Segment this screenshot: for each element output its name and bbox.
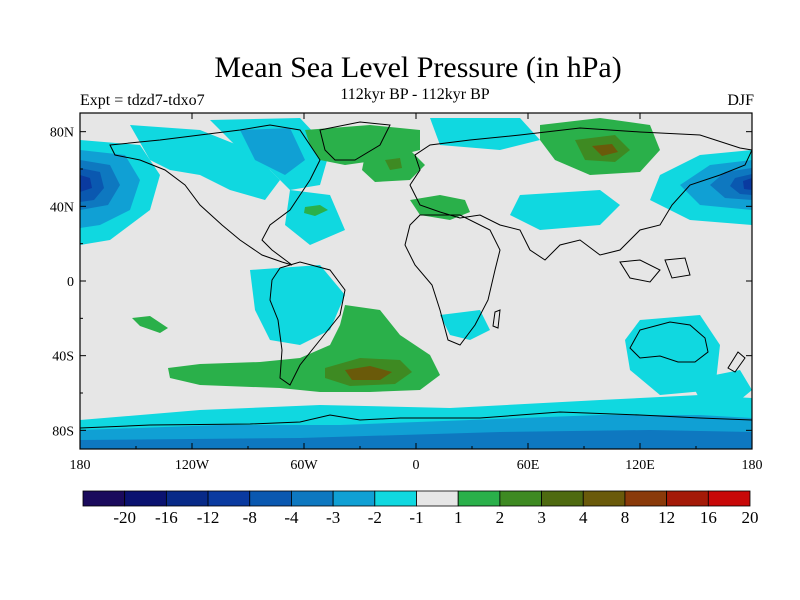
maritime-asia-outline (619, 257, 691, 283)
experiment-label: Expt = tdzd7-tdxo7 (80, 92, 205, 109)
indian-ocean-cyan (440, 310, 490, 340)
coastlines (80, 121, 752, 429)
colorbar-label: 4 (579, 508, 588, 527)
colorbar: -20 -16 -12 -8 -4 -3 -2 -1 1 2 3 4 8 12 16 20 (82, 490, 759, 527)
pacific-darkblue-west (80, 175, 92, 192)
north-atlantic-cyan (285, 190, 345, 245)
colorbar-swatch (707, 490, 751, 507)
colorbar-swatch (291, 490, 334, 507)
x-tick-label: 180 (70, 458, 91, 473)
map-area (80, 113, 752, 449)
south-pacific-green (132, 316, 168, 333)
colorbar-label: 20 (742, 508, 759, 527)
colorbar-swatch (82, 490, 126, 507)
y-tick-label: 0 (67, 275, 74, 290)
greenland-outline (319, 121, 391, 161)
colorbar-label: -3 (326, 508, 340, 527)
colorbar-swatch (624, 490, 668, 507)
y-axis: 80N 40N 0 40S 80S (50, 126, 752, 439)
colorbar-swatch (124, 490, 167, 507)
australia-cyan (625, 315, 720, 395)
australia-outline (629, 321, 709, 363)
colorbar-swatch (457, 490, 501, 507)
y-tick-label: 80N (50, 126, 74, 141)
canada-lightblue (240, 128, 305, 175)
colorbar-label: -8 (243, 508, 257, 527)
colorbar-label: 16 (700, 508, 717, 527)
map-title: Mean Sea Level Pressure (in hPa) (214, 51, 622, 84)
madagascar-outline (492, 309, 501, 329)
colorbar-label: -20 (113, 508, 136, 527)
africa-outline (404, 214, 501, 346)
siberia-brown (592, 144, 618, 156)
colorbar-swatch (207, 490, 251, 507)
colorbar-swatch (332, 490, 376, 507)
brown-regions (345, 144, 618, 380)
pacific-darkblue-east (743, 178, 752, 190)
x-tick-label: 120W (175, 458, 210, 473)
colorbar-label: 8 (621, 508, 630, 527)
colorbar-swatch (249, 490, 292, 507)
pacific-blue-west (80, 168, 104, 202)
colorbar-swatch (499, 490, 542, 507)
southern-midblue (80, 430, 752, 449)
colorbar-swatch (541, 490, 584, 507)
y-tick-label: 40S (52, 350, 74, 365)
colorbar-label: 3 (537, 508, 546, 527)
south-pacific-cyan (690, 370, 752, 400)
north-america-band (130, 125, 280, 200)
south-america-cyan (250, 265, 345, 345)
map-subtitle: 112kyr BP - 112kyr BP (340, 86, 490, 103)
colorbar-swatch (416, 490, 459, 507)
x-tick-label: 0 (413, 458, 420, 473)
eurasia-outline (409, 127, 752, 261)
colorbar-label: -2 (368, 508, 382, 527)
south-atlantic-brown (345, 366, 392, 380)
colorbar-label: 2 (496, 508, 505, 527)
colorbar-label: -12 (197, 508, 220, 527)
pacific-blue-east (730, 174, 752, 195)
x-tick-label: 120E (625, 458, 655, 473)
x-axis: 180 120W 60W 0 60E 120E 180 (70, 113, 763, 473)
colorbar-swatch (165, 490, 209, 507)
scandinavia-olive (385, 158, 402, 170)
y-tick-label: 40N (50, 200, 74, 215)
new-zealand-outline (727, 351, 746, 373)
colorbar-label: -1 (409, 508, 423, 527)
atlantic-small-green (304, 205, 328, 216)
colorbar-label: -4 (284, 508, 299, 527)
colorbar-label: 12 (658, 508, 675, 527)
blue-cores (80, 168, 752, 202)
antarctica-outline (80, 411, 752, 429)
mediterranean-green (410, 195, 470, 220)
north-america-outline (109, 124, 321, 266)
colorbar-swatch (374, 490, 417, 507)
colorbar-label: -16 (155, 508, 178, 527)
season-label: DJF (727, 92, 754, 109)
asia-cyan (510, 190, 620, 230)
colorbar-swatch (582, 490, 626, 507)
x-tick-label: 60E (517, 458, 540, 473)
colorbar-label: 1 (454, 508, 463, 527)
y-tick-label: 80S (52, 424, 74, 439)
x-tick-label: 60W (290, 458, 318, 473)
south-america-outline (269, 261, 346, 386)
x-tick-label: 180 (742, 458, 763, 473)
colorbar-swatch (666, 490, 709, 507)
